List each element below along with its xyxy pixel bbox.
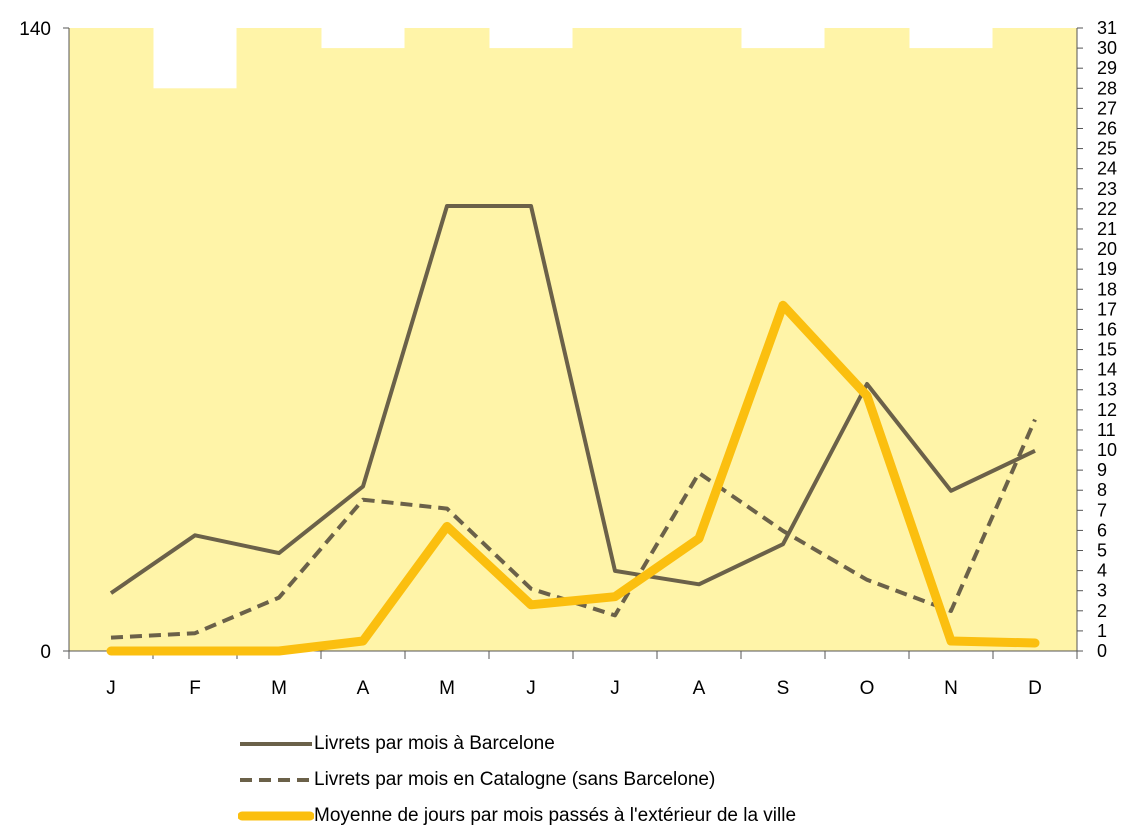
right-axis-ticks: 0123456789101112131415161718192021222324… <box>1077 18 1117 661</box>
legend-label-barcelone: Livrets par mois à Barcelone <box>314 733 555 754</box>
right-tick-label-7: 7 <box>1097 500 1107 520</box>
right-tick-label-1: 1 <box>1097 621 1107 641</box>
series-lines <box>106 204 1040 656</box>
right-tick-label-9: 9 <box>1097 460 1107 480</box>
series-line-1 <box>110 418 1037 640</box>
series-line-0 <box>109 204 1036 595</box>
x-tick-label-4: M <box>439 678 455 699</box>
right-tick-label-28: 28 <box>1097 78 1117 98</box>
right-tick-label-6: 6 <box>1097 520 1107 540</box>
right-tick-label-18: 18 <box>1097 279 1117 299</box>
legend-swatch-solid <box>240 742 312 746</box>
x-tick-label-7: A <box>693 678 706 699</box>
x-tick-label-10: N <box>944 678 958 699</box>
right-tick-label-11: 11 <box>1097 420 1116 440</box>
legend-swatch-thick <box>238 811 314 821</box>
right-tick-label-26: 26 <box>1097 118 1117 138</box>
right-tick-label-4: 4 <box>1097 561 1107 581</box>
x-tick-label-11: D <box>1028 678 1042 699</box>
right-tick-label-30: 30 <box>1097 38 1117 58</box>
right-tick-label-13: 13 <box>1097 380 1117 400</box>
series-line-2 <box>106 300 1040 656</box>
right-tick-label-16: 16 <box>1097 319 1117 339</box>
right-tick-label-2: 2 <box>1097 601 1107 621</box>
legend-swatch-dashed <box>240 778 312 782</box>
right-tick-label-15: 15 <box>1097 340 1117 360</box>
x-tick-label-0: J <box>106 678 116 699</box>
month-gap-5 <box>489 28 573 49</box>
legend-label-catalogne: Livrets par mois en Catalogne (sans Barc… <box>314 769 716 790</box>
legend-item-jours-exterieur: Moyenne de jours par mois passés à l'ext… <box>238 798 796 834</box>
right-tick-label-17: 17 <box>1097 299 1117 319</box>
x-tick-label-2: M <box>271 678 287 699</box>
right-tick-label-0: 0 <box>1097 641 1107 661</box>
left-tick-label-0: 0 <box>40 642 51 663</box>
right-tick-label-25: 25 <box>1097 139 1117 159</box>
x-tick-label-9: O <box>860 678 875 699</box>
plot-background <box>69 28 1077 651</box>
x-tick-label-5: J <box>526 678 536 699</box>
month-gap-8 <box>741 28 825 49</box>
month-gap-10 <box>909 28 993 49</box>
right-tick-label-31: 31 <box>1097 18 1117 38</box>
right-tick-label-10: 10 <box>1097 440 1117 460</box>
legend-item-barcelone: Livrets par mois à Barcelone <box>238 726 796 762</box>
left-tick-label-1: 140 <box>19 19 51 40</box>
x-tick-label-1: F <box>189 678 201 699</box>
right-tick-label-8: 8 <box>1097 480 1107 500</box>
right-tick-label-27: 27 <box>1097 98 1117 118</box>
left-axis-ticks: 0 140 <box>19 19 69 663</box>
legend-item-catalogne: Livrets par mois en Catalogne (sans Barc… <box>238 762 796 798</box>
x-tick-label-8: S <box>777 678 790 699</box>
legend: Livrets par mois à Barcelone Livrets par… <box>238 726 796 834</box>
right-tick-label-22: 22 <box>1097 199 1117 219</box>
right-tick-label-12: 12 <box>1097 400 1117 420</box>
right-tick-label-24: 24 <box>1097 159 1117 179</box>
right-tick-label-21: 21 <box>1097 219 1117 239</box>
right-tick-label-29: 29 <box>1097 58 1117 78</box>
x-tick-label-3: A <box>357 678 370 699</box>
month-gap-3 <box>321 28 405 49</box>
right-tick-label-5: 5 <box>1097 541 1107 561</box>
right-tick-label-14: 14 <box>1097 360 1117 380</box>
month-gap-1 <box>153 28 237 89</box>
right-tick-label-3: 3 <box>1097 581 1107 601</box>
right-tick-label-20: 20 <box>1097 239 1117 259</box>
legend-label-jours-exterieur: Moyenne de jours par mois passés à l'ext… <box>314 805 797 826</box>
right-tick-label-23: 23 <box>1097 179 1117 199</box>
month-day-gaps <box>153 28 993 89</box>
x-tick-label-6: J <box>610 678 620 699</box>
right-tick-label-19: 19 <box>1097 259 1117 279</box>
